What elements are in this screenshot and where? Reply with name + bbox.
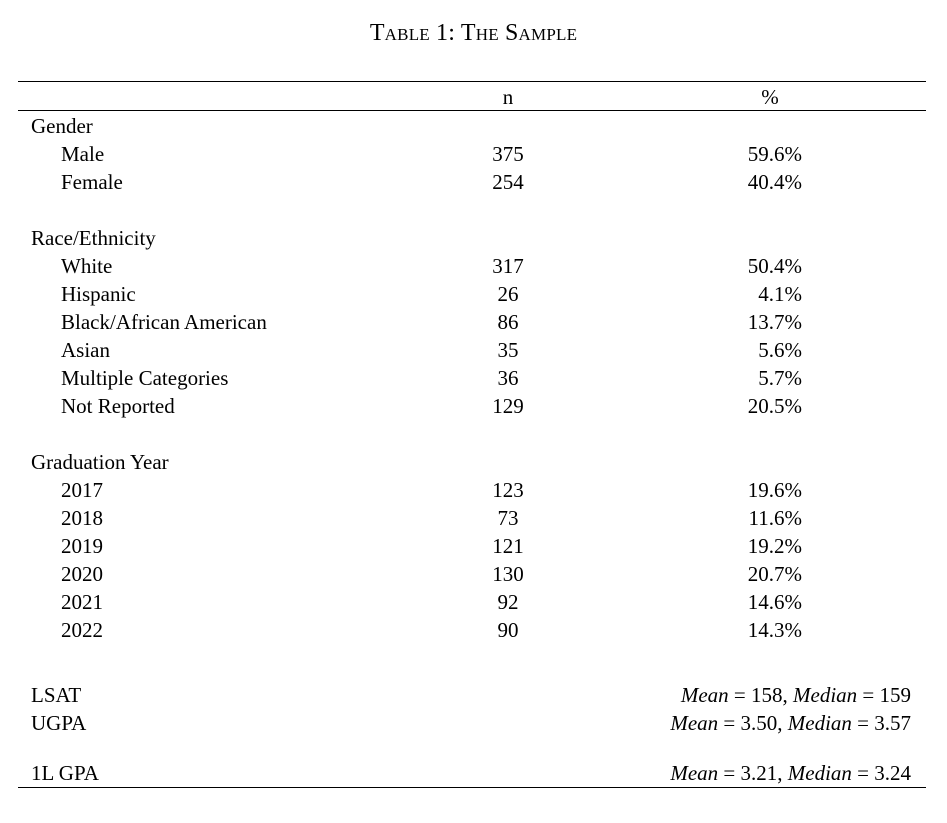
mean-value: 158: [751, 683, 783, 707]
row-percent: 50.4%: [747, 254, 802, 278]
row-label: 2019: [61, 534, 103, 558]
table-row: Hispanic 26 4.1%: [0, 280, 947, 308]
median-label: Median: [793, 683, 858, 707]
row-n: 36: [497, 366, 519, 390]
column-header-n: n: [502, 85, 514, 109]
row-n: 92: [497, 590, 519, 614]
row-percent: 4.1%: [758, 282, 802, 306]
table-title: Table 1: The Sample: [369, 20, 578, 46]
summary-label: LSAT: [31, 683, 82, 707]
mean-label: Mean: [670, 711, 719, 735]
section-header-race-ethnicity: Race/Ethnicity: [0, 224, 947, 252]
section-label: Graduation Year: [31, 450, 169, 474]
table-top-rule: [18, 81, 926, 82]
row-label: Female: [61, 170, 123, 194]
summary-stats: Mean = 3.21, Median = 3.24: [670, 761, 911, 785]
summary-stats: Mean = 158, Median = 159: [680, 683, 912, 707]
row-label: 2018: [61, 506, 103, 530]
summary-label: UGPA: [31, 711, 87, 735]
mean-label: Mean: [680, 683, 729, 707]
median-label: Median: [787, 711, 852, 735]
mean-value: 3.21: [740, 761, 778, 785]
row-label: 2021: [61, 590, 103, 614]
table-bottom-rule: [18, 787, 926, 788]
median-value: 159: [879, 683, 912, 707]
row-percent: 40.4%: [747, 170, 802, 194]
row-percent: 11.6%: [748, 506, 802, 530]
row-label: White: [61, 254, 113, 278]
median-value: 3.24: [874, 761, 911, 785]
mean-value: 3.50: [740, 711, 778, 735]
row-label: Male: [61, 142, 105, 166]
column-header-percent: %: [761, 85, 779, 109]
table-row: 2019 121 19.2%: [0, 532, 947, 560]
row-label: 2020: [61, 562, 103, 586]
section-label: Race/Ethnicity: [31, 226, 156, 250]
row-label: Not Reported: [61, 394, 175, 418]
row-percent: 5.6%: [758, 338, 802, 362]
row-percent: 19.6%: [747, 478, 802, 502]
median-label: Median: [787, 761, 852, 785]
row-n: 90: [497, 618, 519, 642]
summary-row-1l-gpa: 1L GPA Mean = 3.21, Median = 3.24: [0, 759, 947, 787]
row-n: 26: [497, 282, 519, 306]
row-label: 2022: [61, 618, 103, 642]
row-percent: 20.7%: [747, 562, 802, 586]
mean-label: Mean: [670, 761, 719, 785]
table-row: 2017 123 19.6%: [0, 476, 947, 504]
row-percent: 13.7%: [747, 310, 802, 334]
row-n: 35: [497, 338, 519, 362]
summary-row-lsat: LSAT Mean = 158, Median = 159: [0, 681, 947, 709]
median-value: 3.57: [874, 711, 911, 735]
table-row: Not Reported 129 20.5%: [0, 392, 947, 420]
table-row: Female 254 40.4%: [0, 168, 947, 196]
summary-row-ugpa: UGPA Mean = 3.50, Median = 3.57: [0, 709, 947, 737]
row-percent: 59.6%: [747, 142, 802, 166]
table-header-rule: [18, 110, 926, 111]
table-row: 2021 92 14.6%: [0, 588, 947, 616]
row-n: 130: [492, 562, 524, 586]
table-row: 2018 73 11.6%: [0, 504, 947, 532]
row-label: Black/African American: [61, 310, 267, 334]
table-row: Multiple Categories 36 5.7%: [0, 364, 947, 392]
row-percent: 19.2%: [747, 534, 802, 558]
section-header-gender: Gender: [0, 112, 947, 140]
row-n: 254: [492, 170, 524, 194]
summary-label: 1L GPA: [31, 761, 99, 785]
row-percent: 14.3%: [747, 618, 802, 642]
table-row: 2022 90 14.3%: [0, 616, 947, 644]
row-n: 73: [497, 506, 519, 530]
row-n: 375: [492, 142, 524, 166]
row-n: 86: [497, 310, 519, 334]
table-row: Male 375 59.6%: [0, 140, 947, 168]
row-label: Hispanic: [61, 282, 136, 306]
row-percent: 14.6%: [747, 590, 802, 614]
row-n: 123: [492, 478, 524, 502]
row-label: 2017: [61, 478, 103, 502]
table-row: Black/African American 86 13.7%: [0, 308, 947, 336]
row-percent: 5.7%: [758, 366, 802, 390]
row-label: Asian: [61, 338, 110, 362]
row-n: 129: [492, 394, 524, 418]
table-row: Asian 35 5.6%: [0, 336, 947, 364]
section-header-graduation-year: Graduation Year: [0, 448, 947, 476]
summary-stats: Mean = 3.50, Median = 3.57: [670, 711, 911, 735]
table-row: 2020 130 20.7%: [0, 560, 947, 588]
section-label: Gender: [31, 114, 93, 138]
row-label: Multiple Categories: [61, 366, 229, 390]
table-row: White 317 50.4%: [0, 252, 947, 280]
row-percent: 20.5%: [747, 394, 802, 418]
row-n: 121: [492, 534, 524, 558]
row-n: 317: [492, 254, 524, 278]
